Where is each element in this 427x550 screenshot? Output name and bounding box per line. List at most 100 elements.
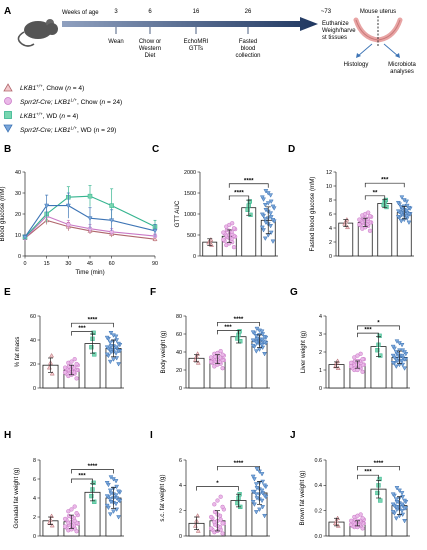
legend-genotype: LKB1: [20, 85, 36, 92]
data-point: [69, 507, 74, 512]
data-point: [89, 493, 94, 499]
data-point: [87, 193, 93, 199]
y-tick-label: 2: [329, 240, 332, 246]
data-point: [393, 516, 399, 521]
series-line-ko-chow: [24, 215, 156, 239]
legend-n: n: [61, 113, 65, 120]
y-tick-label: 40: [30, 338, 36, 344]
data-point: [220, 504, 225, 510]
data-point: [248, 212, 253, 217]
x-tick-label: 15: [44, 261, 50, 267]
data-point: [215, 498, 220, 503]
significance-label: ****: [234, 460, 244, 467]
data-point: [212, 364, 217, 369]
data-point: [253, 349, 259, 354]
series-line-ctrl-wd: [24, 195, 156, 238]
data-point: [220, 366, 225, 371]
event-st-tissues: st tissues: [322, 35, 347, 41]
data-point: [397, 348, 402, 353]
data-point: [378, 498, 383, 503]
data-point: [253, 492, 259, 497]
data-point: [72, 504, 77, 509]
y-tick-label: 3: [319, 332, 322, 338]
significance-bracket: [228, 183, 269, 188]
y-tick-label: 1500: [184, 191, 196, 197]
data-point: [113, 501, 119, 507]
data-point: [402, 350, 407, 355]
y-tick-label: 1: [319, 368, 322, 374]
data-point: [250, 474, 256, 480]
data-point: [270, 204, 276, 210]
tick-week-6: 6: [148, 9, 152, 15]
data-point: [262, 334, 267, 340]
data-point: [257, 507, 262, 513]
data-point: [348, 518, 354, 523]
data-point: [250, 338, 256, 343]
panel-h: H 0 2 4 6 8 Gonadal fat weight (g) *******: [4, 430, 124, 540]
series-line-ctrl-chow: [24, 219, 156, 240]
significance-label: *: [377, 319, 380, 326]
data-point: [91, 480, 96, 485]
tick-week-26: 26: [245, 9, 252, 15]
data-point: [108, 331, 114, 336]
panel-e: E 0 20 40 60 % fat mass *******: [4, 287, 124, 392]
significance-bracket: [196, 486, 239, 491]
legend-allele: +/+: [36, 112, 43, 117]
data-point: [104, 503, 110, 509]
panel-letter: E: [4, 287, 11, 298]
data-point: [262, 483, 267, 488]
timeline-ticks: 3 6 16 26 ~73: [114, 9, 332, 34]
data-point: [109, 218, 115, 224]
event-chow-or: Chow or: [139, 39, 161, 45]
data-point: [220, 521, 225, 526]
data-point: [113, 493, 119, 498]
x-tick-label: 90: [152, 261, 158, 267]
y-axis-label: Blood glucose (mM): [0, 186, 6, 241]
data-point: [254, 496, 260, 501]
event-weigh-harvest: Weigh/harve: [322, 28, 356, 34]
y-tick-label: 1000: [184, 212, 196, 218]
panel-letter: C: [152, 144, 159, 155]
data-point: [345, 224, 350, 230]
data-point: [259, 498, 265, 504]
data-point: [208, 526, 214, 531]
legend-n: n: [67, 85, 71, 92]
legend-item-ctrl-chow: LKB1+/+, Chow (n = 4): [3, 83, 84, 92]
data-point: [377, 333, 382, 338]
y-tick-label: 2: [179, 509, 182, 515]
data-point: [404, 203, 410, 209]
panel-d: D 0 2 4 6 8 10 12 Fasted blood glucose (mM) *****: [288, 144, 414, 260]
y-tick-label: 2000: [184, 170, 196, 176]
data-point: [221, 230, 226, 235]
significance-bracket: [217, 321, 260, 327]
y-axis-label: GTT AUC: [174, 200, 181, 227]
data-point: [402, 498, 407, 504]
y-tick-label: 0: [329, 254, 332, 260]
microbiota-label: Microbiota: [388, 62, 416, 68]
data-point: [395, 201, 401, 206]
data-point: [357, 217, 362, 222]
data-point: [268, 211, 274, 216]
data-point: [367, 228, 373, 233]
data-point: [111, 333, 116, 338]
data-point: [49, 352, 55, 358]
svg-text:LKB1+/+, WD (n = 4): LKB1+/+, WD (n = 4): [20, 112, 78, 121]
panel-letter: D: [288, 144, 295, 155]
analyses-label: analyses: [390, 69, 414, 75]
y-tick-label: 60: [176, 332, 182, 338]
data-point: [108, 344, 114, 349]
data-point: [398, 219, 404, 224]
data-point: [195, 360, 201, 365]
timeline-events: Wean Chow or Western Diet EchoMRI GTTs F…: [108, 21, 356, 59]
y-tick-label: 20: [30, 362, 36, 368]
data-point: [111, 477, 116, 482]
data-point: [116, 341, 121, 347]
data-point: [212, 502, 217, 507]
data-point: [208, 359, 214, 365]
significance-label: ****: [234, 189, 244, 196]
legend-genotype: LKB1: [20, 113, 36, 120]
data-point: [250, 500, 256, 505]
data-point: [268, 230, 274, 236]
y-tick-label: 0: [193, 254, 196, 260]
